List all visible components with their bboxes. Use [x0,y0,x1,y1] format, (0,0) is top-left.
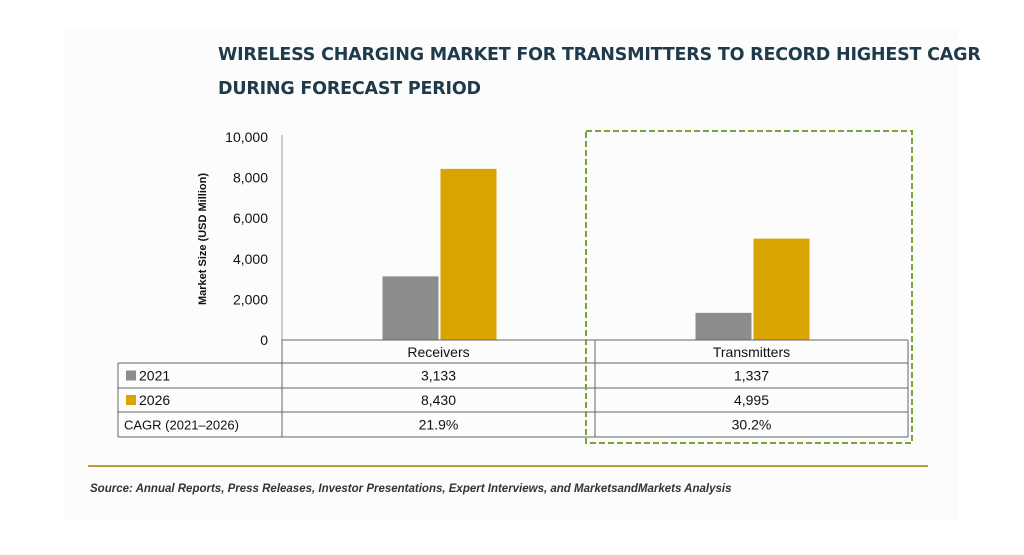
data-label-2021: 1,337 [734,368,769,384]
bar-2026-transmitters [753,238,810,340]
legend-swatch-2021 [126,370,136,381]
y-tick-label: 0 [260,332,268,348]
legend-label-2021: 2021 [139,368,170,384]
highlight-box [585,130,913,444]
chart-title-line-1: WIRELESS CHARGING MARKET FOR TRANSMITTER… [218,45,981,65]
data-label-2026: 4,995 [734,392,769,408]
data-label-2021: 3,133 [421,368,456,384]
legend-swatch-2026 [126,395,136,405]
cagr-row-label: CAGR (2021–2026) [124,418,239,433]
category-label-transmitters: Transmitters [713,344,790,360]
y-tick-label: 10,000 [225,129,268,145]
chart-title-line-2: DURING FORECAST PERIOD [218,79,481,99]
y-tick-label: 8,000 [233,170,268,186]
y-tick-label: 4,000 [233,251,268,267]
bar-2026-receivers [440,168,497,340]
bar-2021-receivers [382,276,439,340]
category-label-receivers: Receivers [407,344,469,360]
y-tick-label: 2,000 [233,291,268,307]
cagr-value: 30.2% [732,417,772,433]
cagr-value: 21.9% [419,417,459,433]
data-label-2026: 8,430 [421,392,456,408]
legend-label-2026: 2026 [139,392,170,408]
y-tick-label: 6,000 [233,210,268,226]
y-axis-title: Market Size (USD Million) [197,173,209,305]
bar-2021-transmitters [695,312,752,340]
source-note: Source: Annual Reports, Press Releases, … [90,483,732,495]
